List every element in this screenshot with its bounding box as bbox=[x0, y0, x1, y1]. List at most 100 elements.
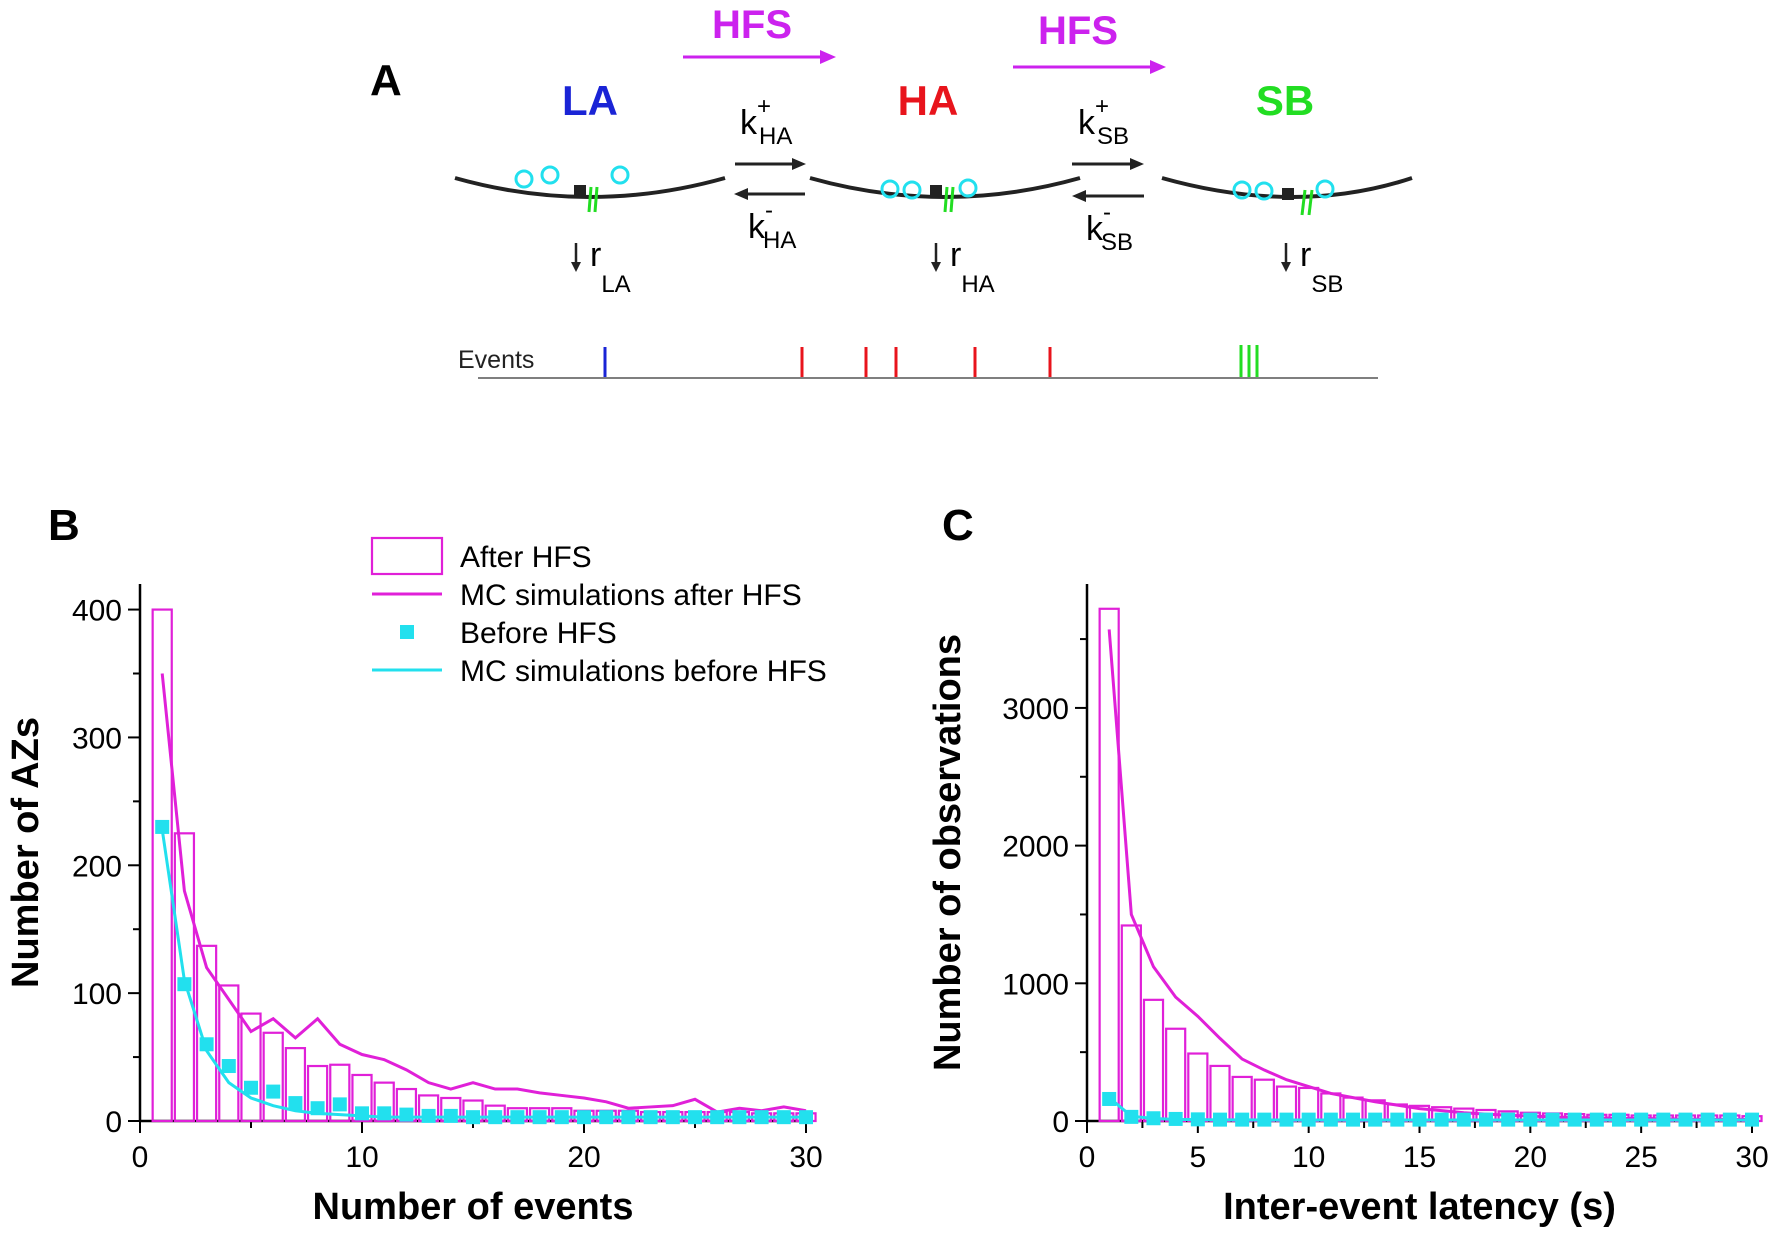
k-ha-minus: k-HA bbox=[748, 197, 796, 254]
y-tick-label: 400 bbox=[72, 595, 122, 628]
point-before-hfs bbox=[1346, 1112, 1360, 1127]
x-tick-label: 0 bbox=[132, 1141, 149, 1174]
bar-after-hfs bbox=[151, 608, 173, 1123]
point-before-hfs bbox=[510, 1110, 525, 1125]
point-before-hfs bbox=[1279, 1112, 1294, 1127]
x-tick-label: 15 bbox=[1403, 1141, 1436, 1174]
point-before-hfs bbox=[1412, 1112, 1427, 1127]
y-tick-label: 3000 bbox=[1002, 693, 1069, 726]
point-before-hfs bbox=[688, 1110, 702, 1125]
y-tick-label: 2000 bbox=[1002, 831, 1069, 864]
point-before-hfs bbox=[1124, 1109, 1139, 1124]
point-before-hfs bbox=[1567, 1112, 1582, 1127]
svg-text:rLA: rLA bbox=[590, 236, 631, 298]
membrane-ha bbox=[809, 176, 1081, 213]
point-before-hfs bbox=[577, 1110, 591, 1125]
bar-after-hfs bbox=[1098, 607, 1120, 1123]
legend-swatch-before-hfs bbox=[400, 625, 414, 639]
line-mc-after-hfs bbox=[1107, 629, 1753, 1121]
k-sb-plus: k+ SB bbox=[1078, 93, 1129, 150]
x-tick-label: 25 bbox=[1624, 1141, 1657, 1174]
panel-a-letter: A bbox=[370, 56, 402, 105]
bar-after-hfs bbox=[351, 1073, 373, 1123]
bar-after-hfs bbox=[306, 1064, 329, 1123]
point-before-hfs bbox=[1390, 1112, 1405, 1127]
panel-c-letter: C bbox=[942, 501, 974, 550]
membrane-sb bbox=[1161, 176, 1413, 216]
state-label-la: LA bbox=[562, 77, 618, 124]
panel-a-schematic: A HFS HFS LA HA SB bbox=[370, 3, 1413, 379]
state-label-sb: SB bbox=[1256, 77, 1314, 124]
x-tick-label: 10 bbox=[1292, 1141, 1325, 1174]
bar-after-hfs bbox=[240, 1012, 262, 1123]
legend-swatch-after-hfs bbox=[370, 536, 444, 576]
x-axis-title: Number of events bbox=[313, 1186, 634, 1228]
point-before-hfs bbox=[1634, 1112, 1649, 1127]
point-before-hfs bbox=[466, 1110, 480, 1125]
point-before-hfs bbox=[754, 1110, 769, 1125]
release-ha: rHA bbox=[931, 236, 995, 298]
transition-ha-sb: k+ SB k-SB bbox=[1072, 93, 1144, 256]
point-before-hfs bbox=[1257, 1112, 1272, 1127]
bar-after-hfs bbox=[373, 1081, 395, 1123]
bar-after-hfs bbox=[1165, 1027, 1187, 1123]
point-before-hfs bbox=[799, 1110, 813, 1125]
svg-text:rSB: rSB bbox=[1300, 236, 1343, 298]
hfs-label-2: HFS bbox=[1038, 9, 1118, 53]
point-before-hfs bbox=[421, 1108, 436, 1123]
point-before-hfs bbox=[1168, 1111, 1183, 1126]
point-before-hfs bbox=[1213, 1112, 1227, 1127]
point-before-hfs bbox=[355, 1106, 369, 1121]
bar-after-hfs bbox=[1187, 1052, 1209, 1123]
y-axis-title: Number of AZs bbox=[5, 717, 47, 988]
point-before-hfs bbox=[332, 1097, 347, 1112]
membrane-la bbox=[454, 165, 726, 213]
hfs-label-1: HFS bbox=[712, 3, 792, 47]
bar-after-hfs bbox=[173, 832, 196, 1123]
point-before-hfs bbox=[177, 977, 192, 992]
svg-text:rHA: rHA bbox=[950, 236, 995, 298]
bar-after-hfs bbox=[284, 1047, 307, 1123]
point-before-hfs bbox=[554, 1110, 569, 1125]
point-before-hfs bbox=[1434, 1112, 1449, 1127]
x-tick-label: 10 bbox=[345, 1141, 378, 1174]
point-before-hfs bbox=[665, 1110, 680, 1125]
hfs-arrow-2: HFS bbox=[1013, 9, 1166, 74]
y-tick-label: 100 bbox=[72, 978, 122, 1011]
y-tick-label: 0 bbox=[105, 1106, 122, 1139]
x-tick-label: 5 bbox=[1189, 1141, 1206, 1174]
bar-after-hfs bbox=[218, 984, 240, 1123]
point-before-hfs bbox=[1235, 1112, 1250, 1127]
y-tick-label: 1000 bbox=[1002, 968, 1069, 1001]
point-before-hfs bbox=[488, 1110, 503, 1125]
point-before-hfs bbox=[1678, 1112, 1693, 1127]
bar-after-hfs bbox=[262, 1031, 284, 1123]
bar-after-hfs bbox=[195, 944, 218, 1123]
x-tick-label: 20 bbox=[1514, 1141, 1547, 1174]
k-sb-minus: k-SB bbox=[1086, 199, 1133, 256]
point-before-hfs bbox=[1190, 1112, 1205, 1127]
point-before-hfs bbox=[1745, 1112, 1759, 1127]
point-before-hfs bbox=[1146, 1111, 1161, 1126]
legend-label: After HFS bbox=[460, 541, 592, 574]
bar-after-hfs bbox=[329, 1063, 351, 1123]
line-mc-before-hfs bbox=[160, 829, 806, 1119]
x-tick-label: 30 bbox=[789, 1141, 822, 1174]
point-before-hfs bbox=[599, 1110, 614, 1125]
transition-la-ha: k+ HA k-HA bbox=[734, 93, 806, 254]
state-label-ha: HA bbox=[898, 77, 959, 124]
point-before-hfs bbox=[1102, 1091, 1117, 1106]
point-before-hfs bbox=[732, 1110, 747, 1125]
line-mc-after-hfs bbox=[160, 673, 807, 1114]
point-before-hfs bbox=[1722, 1112, 1737, 1127]
hfs-arrow-1: HFS bbox=[683, 3, 836, 64]
legend-label: MC simulations before HFS bbox=[460, 655, 827, 688]
point-before-hfs bbox=[1545, 1112, 1560, 1127]
point-before-hfs bbox=[310, 1101, 325, 1116]
release-la: rLA bbox=[571, 236, 631, 298]
events-label: Events bbox=[458, 346, 534, 374]
point-before-hfs bbox=[532, 1110, 547, 1125]
point-before-hfs bbox=[155, 819, 170, 834]
